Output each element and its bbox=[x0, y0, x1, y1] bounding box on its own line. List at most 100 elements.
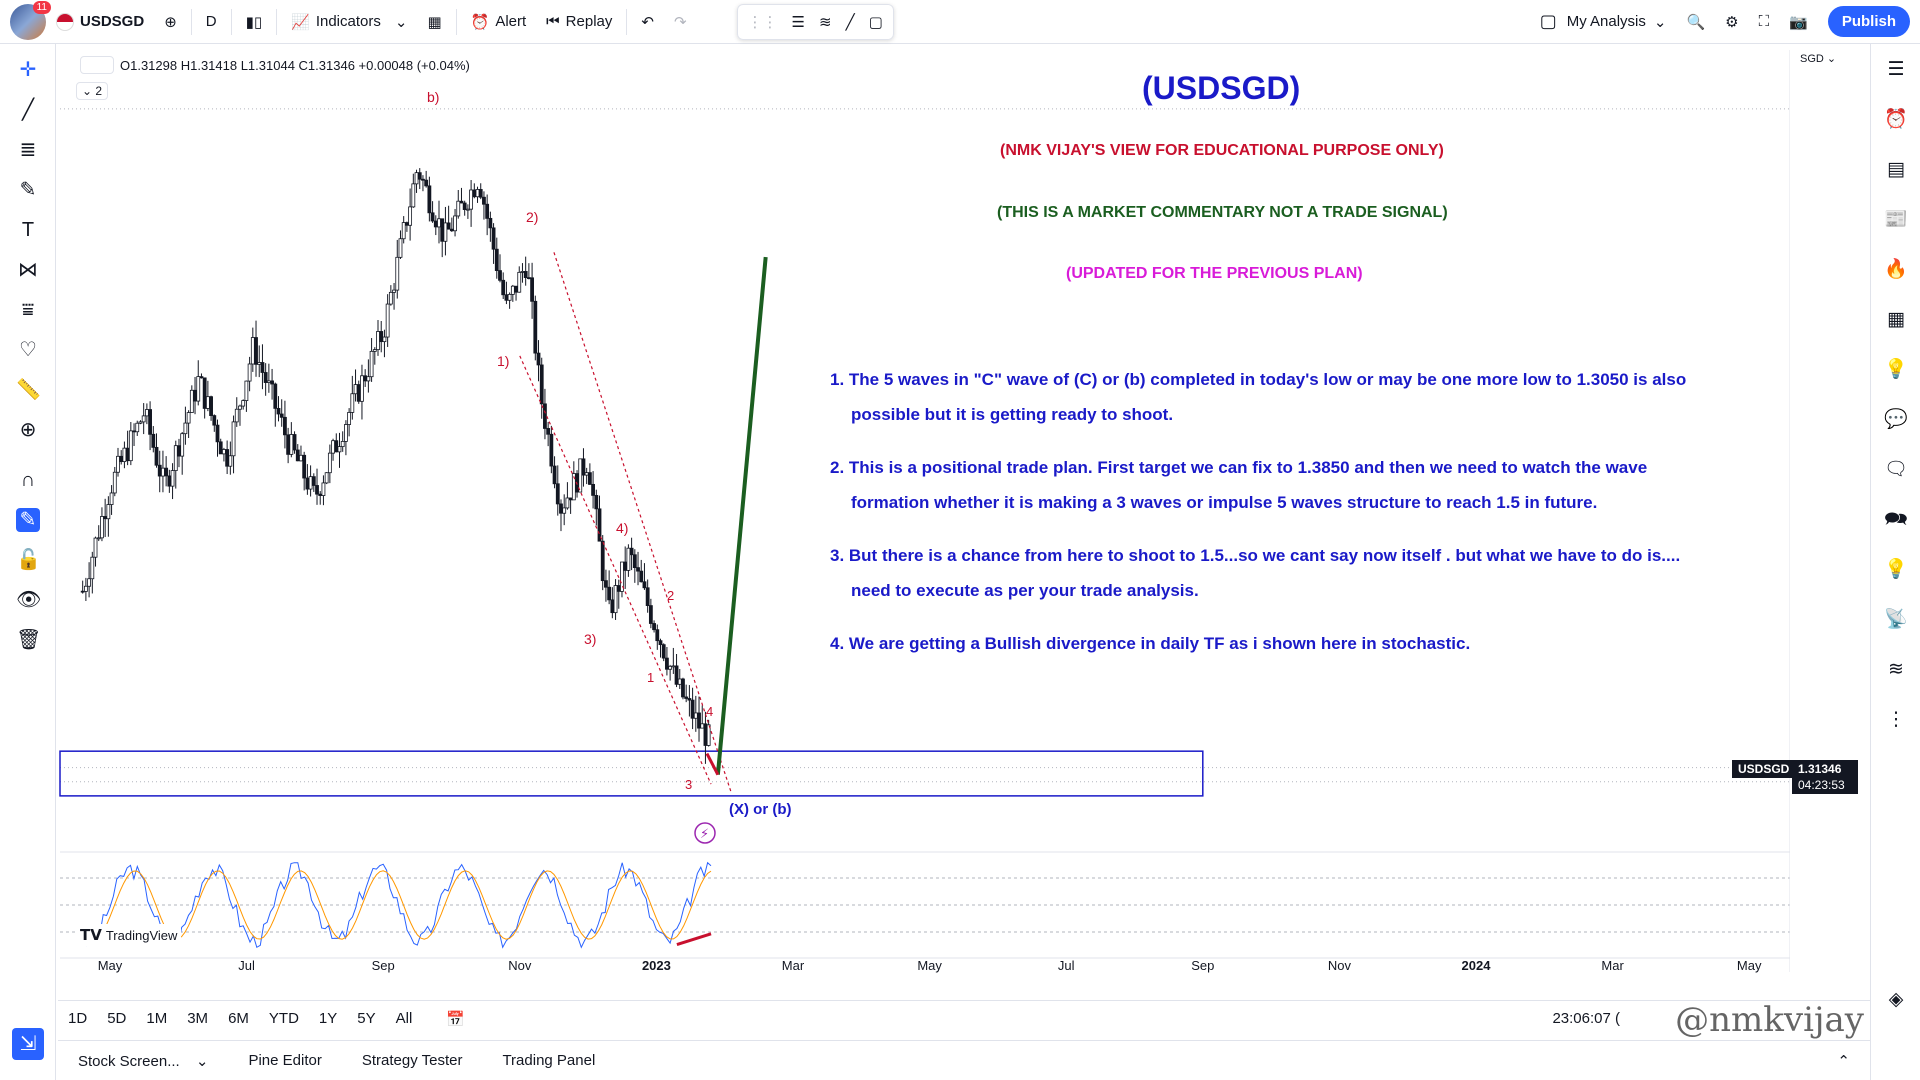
list-lines-icon[interactable]: ☰ bbox=[791, 13, 805, 31]
candle-up bbox=[408, 206, 413, 226]
trendline-icon[interactable]: ╱ bbox=[845, 13, 855, 31]
zoom-icon[interactable]: ⊕ bbox=[19, 419, 37, 441]
layout-button[interactable]: ▢ My Analysis ⌄ bbox=[1530, 0, 1677, 44]
candle-down bbox=[523, 271, 528, 279]
trash-icon[interactable]: 🗑 bbox=[16, 629, 42, 651]
snapshot-button[interactable]: 📷 bbox=[1779, 0, 1818, 44]
wave-label-4: 4) bbox=[616, 520, 628, 536]
date-range-icon[interactable]: 📅 bbox=[446, 1010, 465, 1028]
candle-down bbox=[555, 483, 560, 505]
stay-drawing-icon[interactable]: ✎ bbox=[16, 508, 40, 532]
data-window-icon[interactable]: ▤ bbox=[1887, 159, 1905, 180]
pattern-tool-icon[interactable]: ⋈ bbox=[18, 259, 38, 281]
candle-up bbox=[141, 415, 146, 423]
eye-icon[interactable]: 👁 bbox=[16, 589, 42, 611]
candles-icon: ▮▯ bbox=[245, 13, 263, 31]
svg-text:⚡: ⚡ bbox=[700, 826, 709, 841]
brush-lines-icon[interactable]: ≋ bbox=[818, 13, 832, 31]
rectangle-icon[interactable]: ▢ bbox=[868, 13, 883, 31]
brush-tool-icon[interactable]: ✎ bbox=[19, 179, 37, 201]
collapse-panel-icon[interactable]: ⌃ bbox=[1837, 1052, 1850, 1070]
layers-icon[interactable]: ◈ bbox=[1888, 989, 1904, 1010]
camera-icon: 📷 bbox=[1789, 13, 1808, 31]
tab-pine-editor[interactable]: Pine Editor bbox=[248, 1052, 322, 1069]
candle-up bbox=[186, 412, 191, 424]
range-3m[interactable]: 3M bbox=[187, 1010, 209, 1027]
comments-icon[interactable]: 🗪 bbox=[1884, 509, 1908, 530]
time-tick-label: Jul bbox=[1058, 958, 1075, 973]
candle-up bbox=[238, 405, 242, 410]
templates-button[interactable]: ▦ bbox=[417, 0, 451, 44]
candle-down bbox=[472, 189, 477, 198]
ideas-icon[interactable]: 💡 bbox=[1884, 359, 1908, 380]
tab-strategy-tester[interactable]: Strategy Tester bbox=[361, 1052, 463, 1069]
crosshair-icon[interactable]: ✛ bbox=[19, 59, 37, 81]
help-icon[interactable]: 💡 bbox=[1884, 559, 1908, 580]
candle-up bbox=[398, 238, 403, 258]
symbol-status-indicator[interactable] bbox=[80, 56, 114, 74]
settings-button[interactable]: ⚙ bbox=[1715, 0, 1748, 44]
replay-button[interactable]: ⏮ Replay bbox=[536, 0, 622, 44]
fib-tool-icon[interactable]: ≣ bbox=[19, 139, 37, 161]
alert-button[interactable]: ⏰ Alert bbox=[461, 0, 537, 44]
candle-down bbox=[491, 227, 496, 250]
range-1y[interactable]: 1Y bbox=[318, 1010, 338, 1027]
publish-button[interactable]: Publish bbox=[1827, 6, 1910, 37]
undo-button[interactable]: ↶ bbox=[631, 0, 664, 44]
range-ytd[interactable]: YTD bbox=[268, 1010, 299, 1027]
tradingview-logo[interactable]: 𝗧𝗩 TradingView bbox=[76, 924, 182, 946]
drag-handle-icon[interactable]: ⋮⋮ bbox=[747, 13, 778, 31]
ruler-icon[interactable]: 📏 bbox=[16, 379, 41, 401]
range-5y[interactable]: 5Y bbox=[357, 1010, 376, 1027]
last-price-label: 1.31346 bbox=[1792, 760, 1858, 778]
range-1d[interactable]: 1D bbox=[68, 1010, 88, 1027]
news-icon[interactable]: 📰 bbox=[1884, 209, 1908, 230]
watchlist-icon[interactable]: ☰ bbox=[1887, 59, 1905, 80]
clock[interactable]: 23:06:07 ( bbox=[1552, 1010, 1620, 1027]
compare-symbol-button[interactable]: ⊕ bbox=[154, 0, 187, 44]
tab-stock-screener[interactable]: Stock Screen... ⌄ bbox=[78, 1052, 209, 1070]
chat-icon[interactable]: 💬 bbox=[1884, 409, 1908, 430]
wave-label-b: b) bbox=[427, 89, 439, 105]
fullscreen-button[interactable]: ⛶ bbox=[1749, 0, 1780, 44]
candle-up bbox=[510, 285, 515, 295]
candle-up bbox=[453, 215, 457, 232]
symbol-search-button[interactable]: USDSGD bbox=[46, 0, 154, 44]
range-5d[interactable]: 5D bbox=[107, 1010, 127, 1027]
alarm-icon: ⏰ bbox=[470, 13, 490, 31]
text-tool-icon[interactable]: T bbox=[21, 219, 35, 241]
hotlist-icon[interactable]: 🔥 bbox=[1884, 259, 1908, 280]
object-tree-icon[interactable]: ⇲ bbox=[12, 1028, 44, 1060]
heart-icon[interactable]: ♡ bbox=[19, 339, 37, 361]
alert-label: Alert bbox=[495, 13, 527, 30]
dom-icon[interactable]: ⋮ bbox=[1886, 709, 1906, 730]
lock-icon[interactable]: 🔓 bbox=[16, 549, 41, 571]
range-all[interactable]: All bbox=[395, 1010, 413, 1027]
prediction-tool-icon[interactable]: ⩸ bbox=[21, 299, 35, 321]
messages-icon[interactable]: 🗨 bbox=[1884, 459, 1909, 480]
candle-down bbox=[254, 337, 258, 365]
indicators-button[interactable]: 📈 Indicators ⌄ bbox=[281, 0, 417, 44]
range-6m[interactable]: 6M bbox=[228, 1010, 249, 1027]
range-1m[interactable]: 1M bbox=[146, 1010, 168, 1027]
search-button[interactable]: 🔍 bbox=[1676, 0, 1715, 44]
tab-trading-panel[interactable]: Trading Panel bbox=[502, 1052, 596, 1069]
collapse-indicators-button[interactable]: ⌄ 2 bbox=[76, 82, 109, 100]
candle-down bbox=[279, 413, 284, 418]
point-1-line-2: possible but it is getting ready to shoo… bbox=[851, 405, 1174, 424]
currency-label[interactable]: SGD ⌄ bbox=[1800, 53, 1837, 65]
price-chart[interactable]: 80.0040.000.00 1.300001.310001.320001.33… bbox=[58, 46, 1790, 974]
alerts-icon[interactable]: ⏰ bbox=[1884, 109, 1908, 130]
avatar[interactable]: 11 bbox=[10, 0, 51, 40]
magnet-icon[interactable]: ∩ bbox=[20, 469, 36, 491]
order-panel-icon[interactable]: ≋ bbox=[1888, 659, 1904, 680]
candle-up bbox=[456, 200, 461, 217]
interval-button[interactable]: D bbox=[205, 13, 217, 30]
calendar-icon[interactable]: ▦ bbox=[1887, 309, 1905, 330]
chart-type-button[interactable]: ▮▯ bbox=[236, 0, 273, 44]
redo-button[interactable]: ↷ bbox=[664, 0, 697, 44]
candle-up bbox=[122, 447, 127, 463]
candle-up bbox=[350, 393, 355, 413]
stream-icon[interactable]: 📡 bbox=[1884, 609, 1908, 630]
trendline-tool-icon[interactable]: ╱ bbox=[21, 99, 35, 121]
